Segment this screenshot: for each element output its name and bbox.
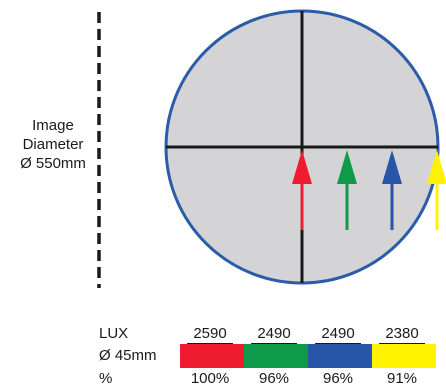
- color-swatch-yellow: [372, 344, 436, 368]
- image-diameter-label-line2: Diameter: [22, 136, 84, 153]
- lux-underline: [315, 343, 361, 344]
- percent-value: 100%: [190, 370, 230, 387]
- lux-value: 2380: [385, 325, 419, 342]
- measurement-arrow-green: [337, 150, 357, 230]
- image-diameter-label-line3: Ø 550mm: [20, 155, 86, 172]
- lux-underline: [251, 343, 297, 344]
- lux-value: 2590: [193, 325, 227, 342]
- image-diameter-label-line1: Image: [32, 117, 74, 134]
- measurement-arrow-yellow: [427, 150, 446, 230]
- lux-underline: [187, 343, 233, 344]
- percent-value: 96%: [258, 370, 290, 387]
- spot-size-row-label: Ø 45mm: [99, 347, 157, 364]
- measurement-arrow-red: [292, 150, 312, 230]
- color-swatch-red: [180, 344, 244, 368]
- color-swatch-blue: [308, 344, 372, 368]
- lux-underline: [379, 343, 425, 344]
- image-diameter-label: Image Diameter Ø 550mm: [14, 116, 92, 173]
- percent-value: 91%: [386, 370, 418, 387]
- lux-value: 2490: [257, 325, 291, 342]
- lux-row-label: LUX: [99, 325, 129, 342]
- measurement-arrow-blue: [382, 150, 402, 230]
- percent-value: 96%: [322, 370, 354, 387]
- color-swatch-green: [244, 344, 308, 368]
- lux-value: 2490: [321, 325, 355, 342]
- percent-row-label: %: [99, 370, 113, 387]
